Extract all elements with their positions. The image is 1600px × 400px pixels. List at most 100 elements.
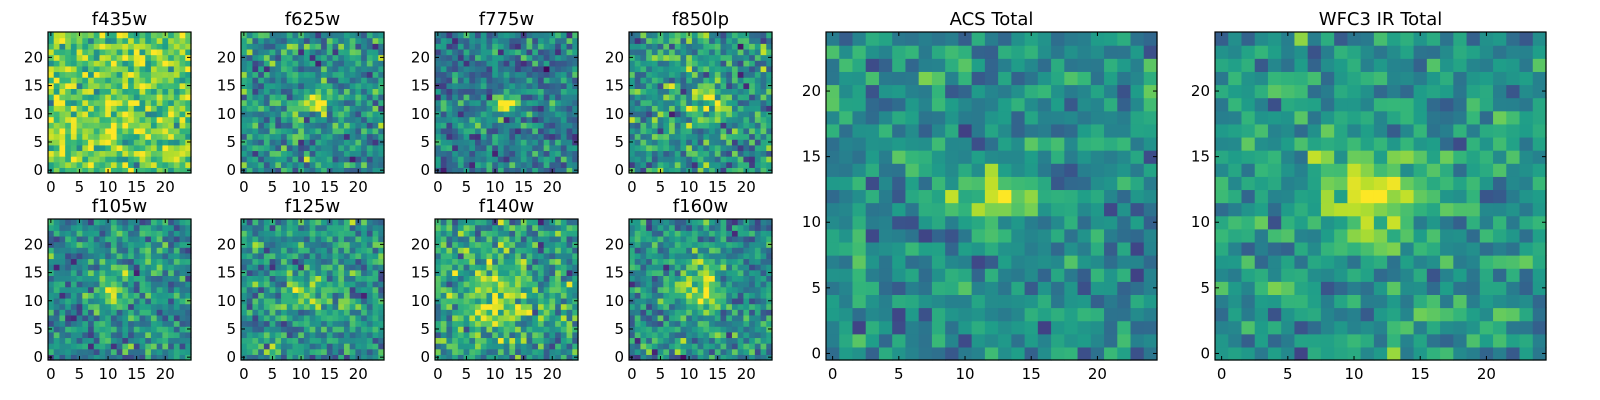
heatmap-cell — [480, 258, 488, 265]
heatmap-cell — [663, 292, 670, 299]
heatmap-cell — [133, 264, 141, 271]
heatmap-cell — [82, 281, 89, 288]
x-tick-label: 10 — [99, 178, 118, 196]
heatmap-cell — [76, 269, 83, 276]
heatmap-cell — [145, 241, 152, 248]
heatmap-cell — [760, 354, 767, 361]
heatmap-cell — [743, 71, 750, 78]
heatmap-cell — [503, 320, 510, 327]
heatmap-cell — [503, 309, 510, 316]
heatmap-cell — [686, 314, 693, 322]
heatmap-cell — [709, 292, 716, 299]
heatmap-cell — [145, 60, 152, 67]
heatmap-cell — [355, 314, 362, 322]
heatmap-cell — [298, 309, 305, 316]
heatmap-cell — [709, 37, 716, 44]
heatmap-cell — [332, 54, 339, 61]
heatmap-cell — [338, 127, 345, 135]
heatmap-cell — [93, 144, 101, 152]
heatmap-cell — [566, 32, 573, 39]
x-tick-label: 10 — [486, 178, 505, 196]
heatmap-cell — [452, 219, 459, 226]
heatmap-cell — [640, 150, 647, 157]
heatmap-cell — [509, 235, 516, 243]
heatmap-cell — [446, 309, 453, 316]
heatmap-cell — [343, 82, 351, 89]
heatmap-cell — [469, 275, 476, 282]
heatmap-cell — [303, 127, 311, 135]
heatmap-cell — [457, 303, 465, 310]
heatmap-cell — [703, 144, 710, 152]
heatmap-cell — [714, 281, 722, 288]
heatmap-cell — [275, 94, 282, 101]
heatmap-cell — [48, 281, 55, 288]
heatmap-cell — [366, 343, 374, 350]
heatmap-cell — [116, 264, 123, 271]
heatmap-cell — [59, 309, 66, 316]
heatmap-cell — [326, 54, 334, 61]
heatmap-cell — [162, 281, 169, 288]
heatmap-cell — [309, 235, 316, 243]
heatmap-cell — [674, 292, 682, 299]
heatmap-cell — [76, 326, 83, 333]
heatmap-cell — [731, 110, 739, 118]
heatmap-cell — [82, 264, 89, 271]
heatmap-cell — [286, 99, 294, 106]
heatmap-cell — [139, 54, 146, 61]
heatmap-cell — [457, 286, 465, 293]
heatmap-cell — [292, 82, 299, 89]
heatmap-cell — [145, 105, 152, 112]
heatmap-cell — [480, 94, 488, 101]
heatmap-cell — [480, 309, 488, 316]
heatmap-cell — [720, 326, 727, 333]
heatmap-cell — [646, 320, 653, 327]
heatmap-cell — [326, 71, 334, 78]
heatmap-cell — [315, 105, 322, 112]
heatmap-cell — [139, 241, 146, 248]
heatmap-cell — [122, 122, 129, 129]
heatmap-cell — [162, 314, 169, 322]
heatmap-cell — [503, 65, 510, 73]
heatmap-cell — [549, 303, 556, 310]
heatmap-cell — [657, 348, 664, 355]
heatmap-cell — [526, 320, 533, 327]
heatmap-cell — [133, 309, 141, 316]
heatmap-cell — [497, 286, 505, 293]
heatmap-cell — [139, 281, 146, 288]
heatmap-cell — [714, 82, 722, 89]
heatmap-cell — [440, 167, 448, 174]
heatmap-cell — [509, 269, 516, 276]
heatmap-cell — [378, 127, 385, 135]
heatmap-cell — [497, 326, 505, 333]
heatmap-cell — [133, 105, 141, 112]
heatmap-cell — [469, 99, 476, 106]
heatmap-cell — [156, 269, 163, 276]
heatmap-cell — [145, 224, 152, 231]
heatmap-cell — [549, 150, 556, 157]
heatmap-cell — [515, 230, 522, 237]
heatmap-cell — [469, 71, 476, 78]
heatmap-cell — [133, 127, 141, 135]
heatmap-cell — [275, 331, 282, 339]
heatmap-cell — [65, 144, 72, 152]
heatmap-cell — [263, 354, 271, 361]
heatmap-cell — [549, 320, 556, 327]
heatmap-cell — [275, 88, 282, 95]
heatmap-cell — [566, 219, 573, 226]
heatmap-cell — [292, 122, 299, 129]
heatmap-cell — [65, 252, 72, 260]
heatmap-cell — [651, 105, 659, 112]
heatmap-cell — [349, 309, 356, 316]
heatmap-cell — [703, 99, 710, 106]
heatmap-cell — [93, 331, 101, 339]
heatmap-cell — [743, 82, 750, 89]
heatmap-cell — [321, 348, 328, 355]
heatmap-cell — [486, 326, 493, 333]
heatmap-cell — [749, 348, 756, 355]
heatmap-cell — [378, 156, 385, 163]
heatmap-cell — [355, 110, 362, 118]
heatmap-cell — [162, 230, 169, 237]
heatmap-cell — [680, 320, 687, 327]
heatmap-cell — [105, 309, 112, 316]
heatmap-cell — [326, 348, 334, 355]
